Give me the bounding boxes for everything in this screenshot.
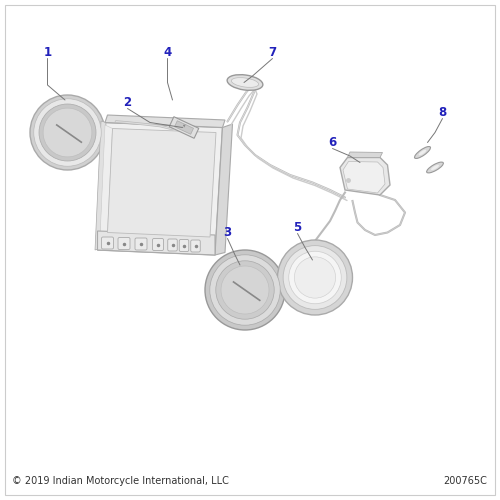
Text: © 2019 Indian Motorcycle International, LLC: © 2019 Indian Motorcycle International, … xyxy=(12,476,230,486)
Polygon shape xyxy=(169,116,199,138)
FancyBboxPatch shape xyxy=(118,238,130,250)
Circle shape xyxy=(278,240,352,315)
Circle shape xyxy=(205,250,285,330)
Ellipse shape xyxy=(227,74,263,90)
Text: 4: 4 xyxy=(164,46,172,59)
Text: 5: 5 xyxy=(294,221,302,234)
FancyBboxPatch shape xyxy=(135,238,147,250)
Polygon shape xyxy=(340,158,390,195)
Circle shape xyxy=(39,104,96,161)
FancyBboxPatch shape xyxy=(179,240,189,252)
Text: 200765C: 200765C xyxy=(444,476,488,486)
Polygon shape xyxy=(215,124,232,255)
Polygon shape xyxy=(98,122,222,255)
Circle shape xyxy=(30,95,105,170)
Ellipse shape xyxy=(426,162,444,173)
Text: 8: 8 xyxy=(438,106,446,119)
Polygon shape xyxy=(174,120,194,134)
Text: 6: 6 xyxy=(328,136,336,149)
Text: 2: 2 xyxy=(124,96,132,109)
Text: 7: 7 xyxy=(268,46,276,59)
Ellipse shape xyxy=(232,78,258,88)
Circle shape xyxy=(283,246,347,310)
Text: 1: 1 xyxy=(44,46,52,59)
Text: ⚡: ⚡ xyxy=(180,123,186,129)
Polygon shape xyxy=(105,115,225,128)
Ellipse shape xyxy=(414,146,430,158)
Polygon shape xyxy=(98,231,215,255)
Circle shape xyxy=(210,255,280,325)
Ellipse shape xyxy=(431,165,439,170)
Circle shape xyxy=(216,261,274,319)
Polygon shape xyxy=(343,162,385,193)
FancyBboxPatch shape xyxy=(102,237,114,249)
FancyBboxPatch shape xyxy=(152,238,164,250)
Polygon shape xyxy=(348,152,382,158)
Polygon shape xyxy=(100,125,112,238)
Circle shape xyxy=(294,257,336,298)
FancyBboxPatch shape xyxy=(168,239,177,251)
FancyBboxPatch shape xyxy=(191,240,200,252)
Text: 3: 3 xyxy=(224,226,232,239)
Ellipse shape xyxy=(418,150,426,156)
Polygon shape xyxy=(95,121,106,250)
Circle shape xyxy=(34,99,101,166)
Circle shape xyxy=(289,251,341,304)
Polygon shape xyxy=(108,128,216,237)
Circle shape xyxy=(43,108,92,157)
Circle shape xyxy=(221,266,269,314)
